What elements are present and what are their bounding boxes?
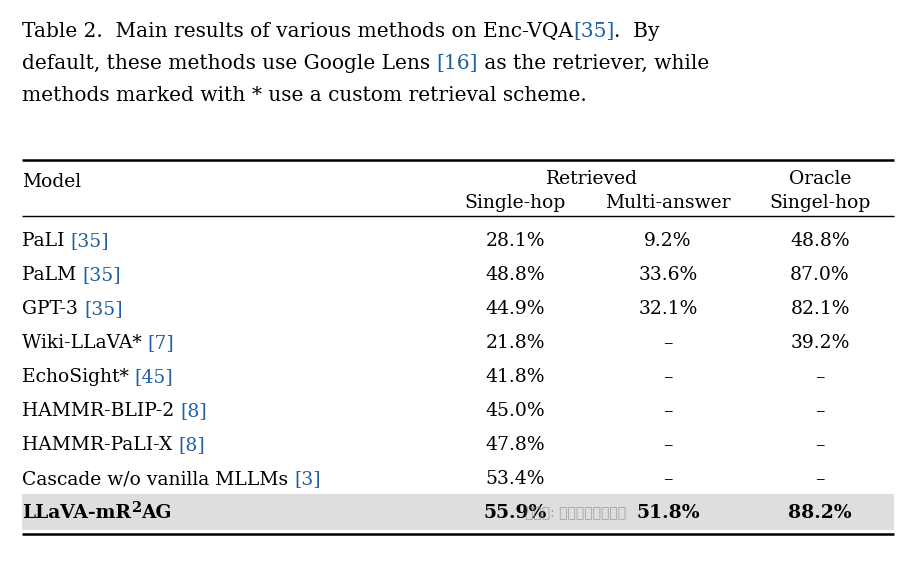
Text: 39.2%: 39.2% — [791, 334, 850, 352]
Text: Retrieved: Retrieved — [546, 170, 638, 188]
Text: 21.8%: 21.8% — [485, 334, 545, 352]
Text: 2: 2 — [131, 501, 141, 515]
Text: 82.1%: 82.1% — [791, 300, 850, 318]
Text: 88.2%: 88.2% — [788, 504, 852, 522]
Text: [7]: [7] — [147, 334, 175, 352]
Text: [35]: [35] — [71, 232, 109, 250]
Text: AG: AG — [141, 504, 171, 522]
Text: HAMMR-PaLI-X: HAMMR-PaLI-X — [22, 436, 179, 454]
Text: LLaVA-mR: LLaVA-mR — [22, 504, 131, 522]
Text: 53.4%: 53.4% — [485, 470, 545, 488]
Text: [3]: [3] — [294, 470, 321, 488]
Text: EchoSight*: EchoSight* — [22, 368, 135, 386]
Text: 33.6%: 33.6% — [638, 266, 698, 284]
Text: [35]: [35] — [84, 300, 123, 318]
Text: –: – — [815, 368, 824, 386]
Text: [45]: [45] — [135, 368, 174, 386]
Text: *: * — [252, 86, 262, 105]
Text: –: – — [663, 402, 672, 420]
Text: –: – — [815, 436, 824, 454]
Text: 48.8%: 48.8% — [791, 232, 850, 250]
Text: 公众号: 模型自然语言处理: 公众号: 模型自然语言处理 — [525, 506, 627, 520]
Text: [16]: [16] — [437, 54, 478, 73]
Text: 48.8%: 48.8% — [485, 266, 545, 284]
Text: 28.1%: 28.1% — [485, 232, 545, 250]
Text: Oracle: Oracle — [789, 170, 851, 188]
Text: Wiki-LLaVA*: Wiki-LLaVA* — [22, 334, 147, 352]
Text: Single-hop: Single-hop — [464, 194, 566, 212]
Text: default, these methods use Google Lens: default, these methods use Google Lens — [22, 54, 437, 73]
Text: Model: Model — [22, 173, 82, 191]
Text: 55.9%: 55.9% — [484, 504, 547, 522]
Text: use a custom retrieval scheme.: use a custom retrieval scheme. — [262, 86, 586, 105]
Text: –: – — [663, 436, 672, 454]
Text: 45.0%: 45.0% — [485, 402, 545, 420]
Text: 41.8%: 41.8% — [485, 368, 545, 386]
Text: GPT-3: GPT-3 — [22, 300, 84, 318]
Text: –: – — [815, 402, 824, 420]
Text: as the retriever, while: as the retriever, while — [478, 54, 709, 73]
Text: –: – — [663, 334, 672, 352]
Text: [8]: [8] — [180, 402, 207, 420]
Text: Cascade w/o vanilla MLLMs: Cascade w/o vanilla MLLMs — [22, 470, 294, 488]
Text: [35]: [35] — [82, 266, 121, 284]
Text: 32.1%: 32.1% — [638, 300, 698, 318]
Text: 87.0%: 87.0% — [791, 266, 850, 284]
Text: methods marked with: methods marked with — [22, 86, 252, 105]
Text: PaLI: PaLI — [22, 232, 71, 250]
Text: HAMMR-BLIP-2: HAMMR-BLIP-2 — [22, 402, 180, 420]
Text: –: – — [815, 470, 824, 488]
Text: –: – — [663, 368, 672, 386]
Bar — [22, 494, 894, 530]
Text: 9.2%: 9.2% — [644, 232, 692, 250]
Text: [8]: [8] — [179, 436, 205, 454]
Text: .  By: . By — [615, 22, 660, 41]
Text: PaLM: PaLM — [22, 266, 82, 284]
Text: Multi-answer: Multi-answer — [605, 194, 731, 212]
Text: –: – — [663, 470, 672, 488]
Text: Singel-hop: Singel-hop — [769, 194, 871, 212]
Text: Table 2.  Main results of various methods on Enc-VQA: Table 2. Main results of various methods… — [22, 22, 573, 41]
Text: 47.8%: 47.8% — [485, 436, 545, 454]
Text: 51.8%: 51.8% — [637, 504, 700, 522]
Text: 44.9%: 44.9% — [485, 300, 545, 318]
Text: [35]: [35] — [573, 22, 615, 41]
